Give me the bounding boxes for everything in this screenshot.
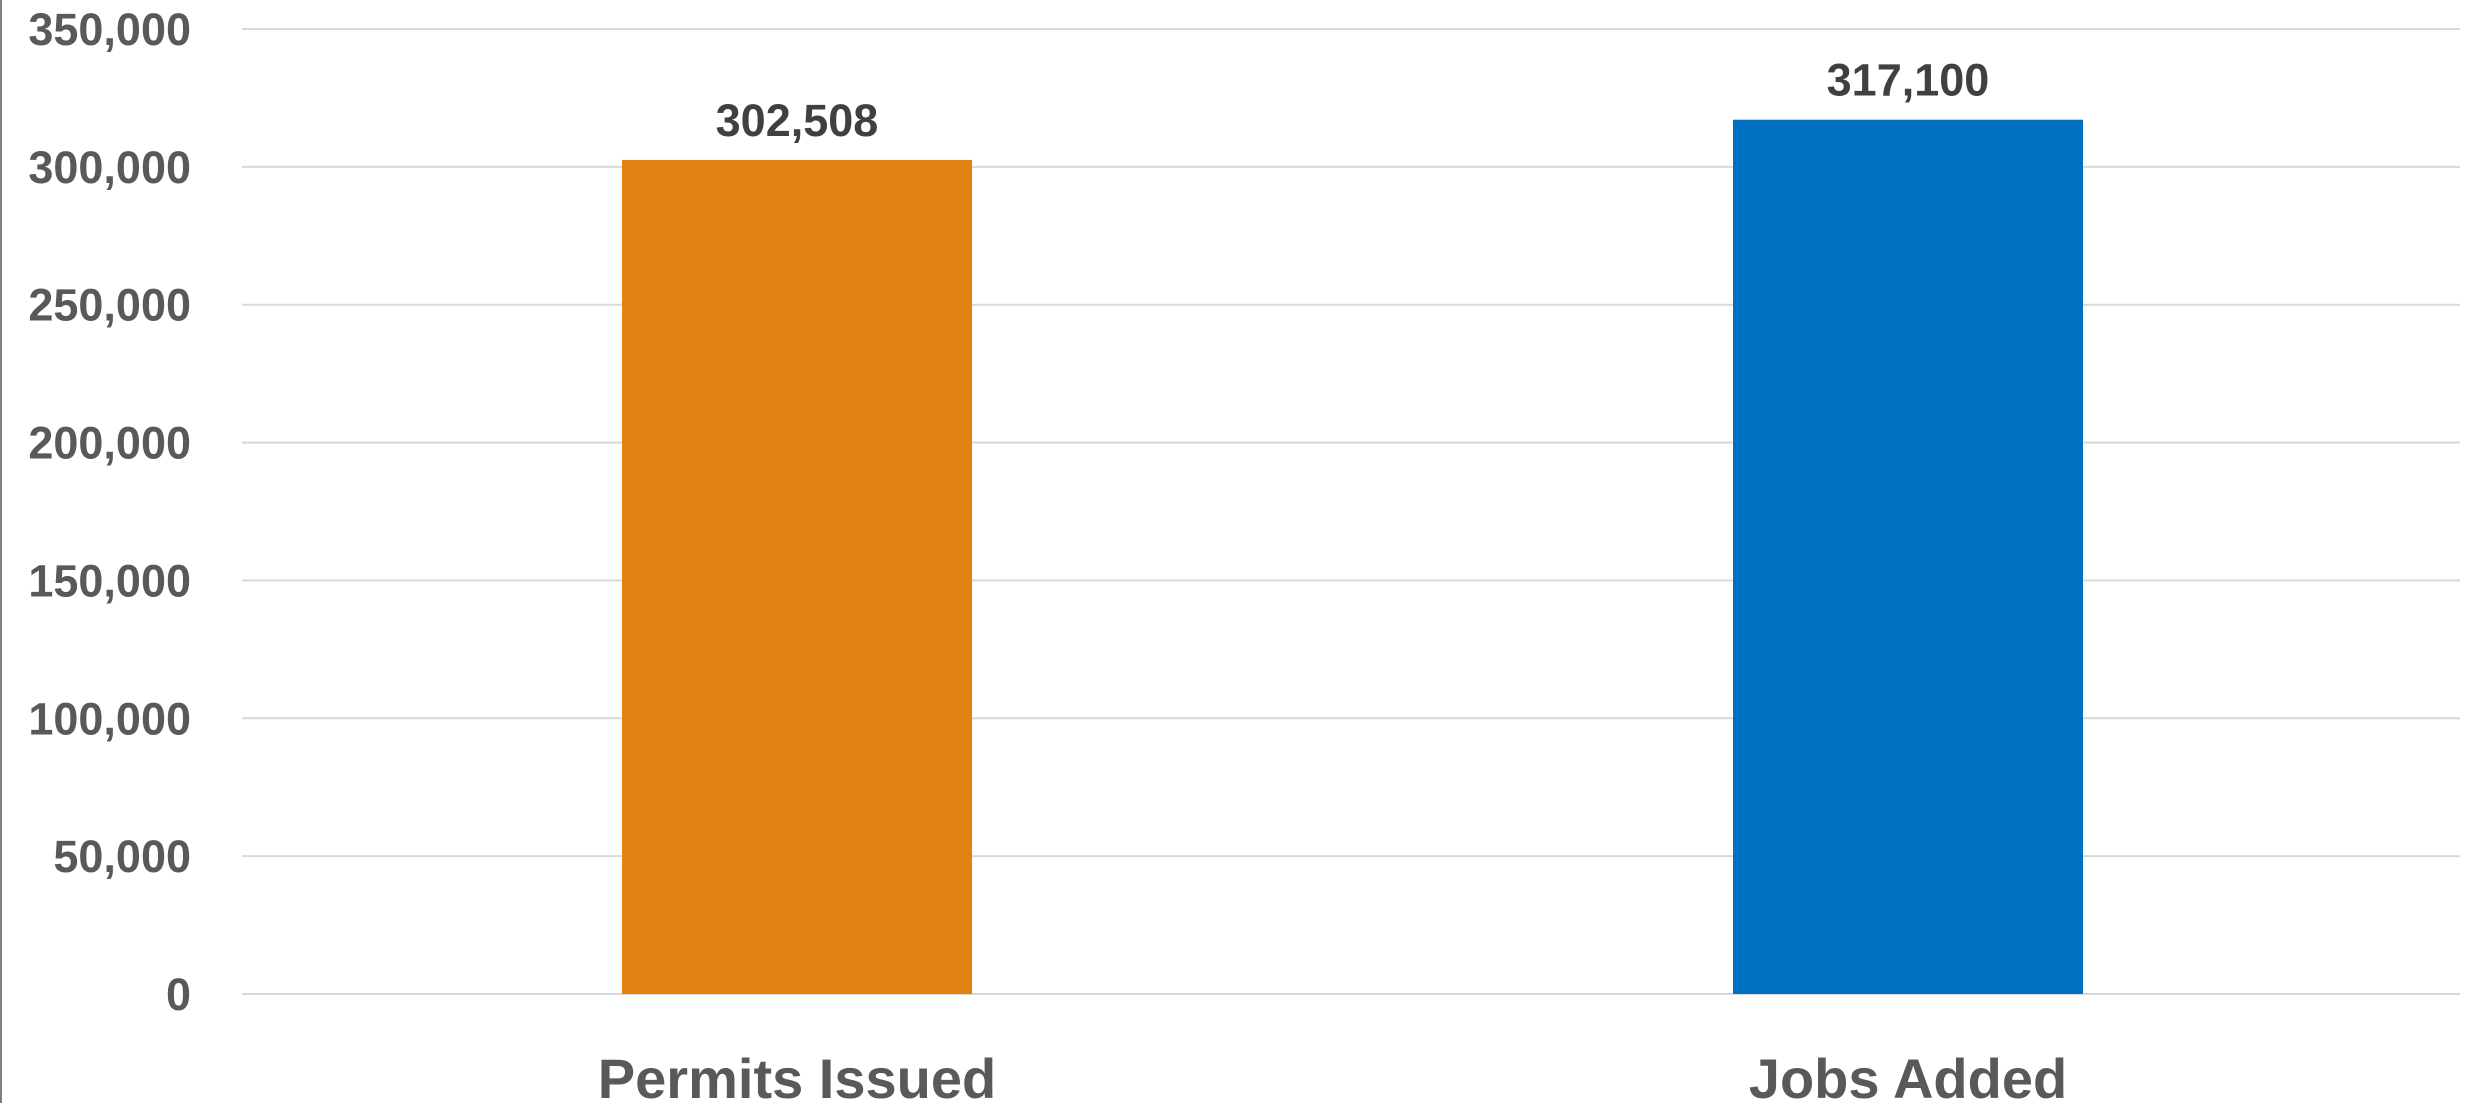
y-tick-label: 100,000 bbox=[28, 693, 191, 744]
bar bbox=[1733, 119, 2083, 994]
y-tick-label: 250,000 bbox=[28, 280, 191, 331]
y-tick-label: 0 bbox=[166, 969, 191, 1020]
gridlines bbox=[242, 28, 2460, 995]
y-tick-label: 350,000 bbox=[28, 4, 191, 55]
bar-data-label: 302,508 bbox=[716, 95, 879, 146]
y-tick-label: 200,000 bbox=[28, 418, 191, 469]
y-tick-label: 50,000 bbox=[53, 831, 191, 882]
bar bbox=[622, 159, 972, 994]
y-tick-label: 300,000 bbox=[28, 142, 191, 193]
bars bbox=[622, 119, 2083, 994]
y-tick-label: 150,000 bbox=[28, 555, 191, 606]
bar-data-label: 317,100 bbox=[1827, 55, 1990, 106]
x-category-label: Permits Issued bbox=[598, 1047, 996, 1103]
y-axis-tick-labels: 0 50,000 100,000 150,000 200,000 250,000 300,0… bbox=[28, 4, 191, 1020]
data-labels: 302,508 317,100 bbox=[716, 55, 1990, 146]
x-category-label: Jobs Added bbox=[1749, 1047, 2067, 1103]
x-axis-category-labels: Permits Issued Jobs Added bbox=[598, 1047, 2067, 1103]
